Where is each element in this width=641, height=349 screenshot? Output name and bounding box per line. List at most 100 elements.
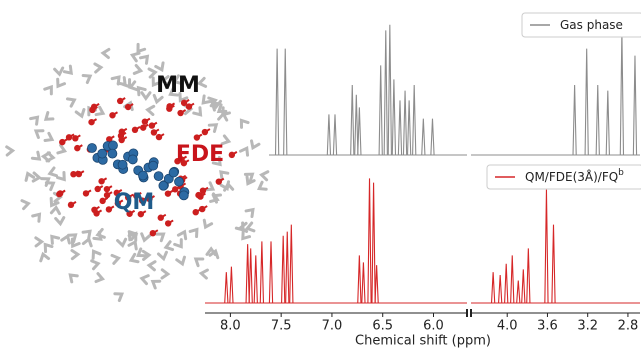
qm-atom <box>175 177 184 186</box>
peak <box>230 267 233 303</box>
qm-label: QM <box>114 190 155 215</box>
solvent-molecule <box>83 231 90 238</box>
peak <box>282 236 285 303</box>
peak <box>276 49 279 155</box>
solvent-molecule <box>45 87 52 94</box>
solvent-molecule <box>129 242 136 249</box>
solvent-molecule <box>103 49 109 57</box>
solvent-molecule <box>67 99 74 106</box>
solvent-molecule <box>221 182 228 189</box>
peak <box>286 232 289 303</box>
qm-atom <box>98 149 107 158</box>
solvent-molecule <box>201 270 207 278</box>
peak <box>511 255 514 303</box>
solvent-molecule <box>26 174 34 181</box>
solvent-molecule <box>92 261 98 269</box>
mm-label: MM <box>156 73 200 98</box>
legend-label: QM/FDE(3Å)/FQb <box>525 168 624 184</box>
solvent-molecule <box>41 254 49 261</box>
solvent-molecule <box>115 294 122 301</box>
peak <box>517 281 520 303</box>
peak <box>246 244 249 303</box>
solvent-molecule <box>204 220 211 227</box>
solvent-molecule <box>83 76 90 83</box>
peak <box>358 255 361 303</box>
peak <box>375 265 378 303</box>
qm-atom <box>169 168 178 177</box>
solvent-molecule <box>190 230 197 237</box>
peak <box>492 272 495 303</box>
solvent-molecule <box>46 113 53 120</box>
qm-atom <box>108 149 117 158</box>
solvent-molecule <box>56 218 64 224</box>
solvent-molecule <box>134 66 140 74</box>
solvent-molecule <box>236 223 243 230</box>
solvent-molecule <box>118 239 126 245</box>
solvent-molecule <box>72 251 78 259</box>
solvent-molecule <box>55 68 63 74</box>
peak <box>249 248 252 303</box>
peak <box>585 49 588 155</box>
solvent-molecule <box>178 232 185 239</box>
solvent-molecule <box>58 173 65 180</box>
peak <box>269 241 272 303</box>
peak <box>260 241 263 303</box>
solvent-molecule <box>31 117 38 124</box>
peak <box>403 91 406 155</box>
solvent-molecule <box>58 79 65 86</box>
qm-atom <box>139 171 148 180</box>
solvent-molecule <box>142 276 148 284</box>
peak <box>552 225 555 303</box>
peak <box>355 95 358 155</box>
solvent-molecule <box>247 223 254 231</box>
solvent-molecule <box>142 234 150 240</box>
legend-text: QM/FDE(3Å)/FQ <box>525 169 618 184</box>
molecule-image <box>7 44 268 300</box>
solvent-molecule <box>240 148 247 155</box>
solvent-molecule <box>64 66 71 73</box>
solvent-molecule <box>52 236 59 243</box>
solvent-molecule <box>219 114 227 120</box>
x-tick-label: 3.6 <box>537 319 558 334</box>
qm-atom <box>118 160 127 169</box>
solvent-molecule <box>246 210 253 217</box>
solvent-molecule <box>153 281 160 288</box>
peak <box>527 248 530 303</box>
peak <box>290 225 293 303</box>
solvent-molecule <box>50 168 57 176</box>
solvent-molecule <box>45 133 52 140</box>
solvent-molecule <box>130 82 137 90</box>
solvent-molecule <box>96 107 103 114</box>
solvent-molecule <box>36 238 42 246</box>
axis-break-mark <box>466 309 468 317</box>
peak <box>505 264 508 303</box>
solvent-molecule <box>132 53 139 61</box>
axis-break-mark <box>470 309 472 317</box>
solvent-molecule <box>149 69 155 77</box>
solvent-molecule <box>138 44 145 51</box>
peak <box>499 275 502 303</box>
x-tick-label: 7.5 <box>271 319 292 334</box>
peak <box>254 255 257 303</box>
page: MM FDE QM Gas phaseQM/FDE(3Å)/FQb8.07.57… <box>0 0 641 349</box>
peak <box>431 119 434 155</box>
peak <box>351 85 354 155</box>
solvent-molecule <box>162 270 168 278</box>
x-tick-label: 3.2 <box>577 319 598 334</box>
peak <box>384 30 387 155</box>
x-tick-label: 6.5 <box>372 319 393 334</box>
legend-superscript: b <box>618 168 624 178</box>
solvent-molecule <box>70 275 77 282</box>
solvent-molecule <box>177 257 185 264</box>
solvent-molecule <box>7 147 13 155</box>
peak <box>573 85 576 155</box>
x-tick-label: 4.0 <box>497 319 518 334</box>
solvent-molecule <box>95 64 101 72</box>
solvent-molecule <box>241 120 248 127</box>
qm-atom <box>88 144 97 153</box>
solvent-molecule <box>149 262 155 270</box>
peak <box>368 178 371 303</box>
peak <box>388 25 391 155</box>
peak <box>327 114 330 155</box>
solvent-molecule <box>221 172 228 179</box>
